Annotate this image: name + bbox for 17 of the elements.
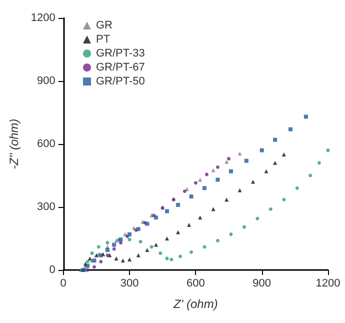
- y-tick-label: 1200: [30, 12, 56, 24]
- legend-label: GR/PT-33: [96, 48, 145, 60]
- legend-label: PT: [96, 34, 110, 46]
- legend-label: GR/PT-67: [96, 62, 145, 74]
- legend-label: GR/PT-50: [96, 76, 145, 88]
- x-tick-label: 1200: [316, 278, 340, 290]
- x-tick-label: 600: [186, 278, 205, 290]
- x-tick-label: 0: [60, 278, 66, 290]
- y-tick-label: 0: [49, 264, 56, 276]
- y-tick-label: 900: [37, 75, 56, 87]
- x-axis-title: Z' (ohm): [172, 297, 218, 311]
- x-tick-label: 900: [252, 278, 272, 290]
- y-tick-label: 600: [37, 138, 56, 150]
- y-tick-label: 300: [37, 201, 56, 213]
- y-axis-title: -Z'' (ohm): [7, 118, 21, 170]
- legend-label: GR: [96, 20, 113, 32]
- x-tick-label: 300: [120, 278, 139, 290]
